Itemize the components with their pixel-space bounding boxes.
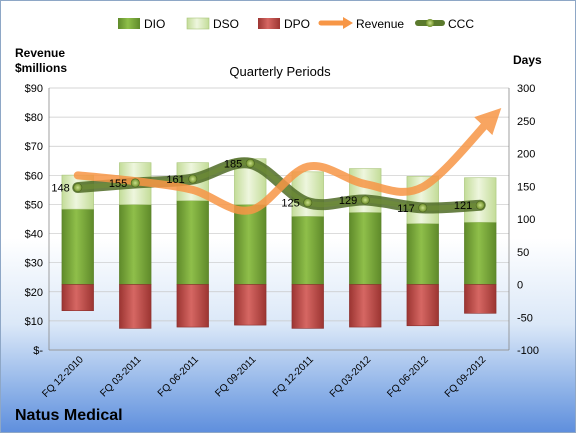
bar-dio	[406, 223, 439, 285]
legend-label-dpo: DPO	[284, 17, 310, 31]
bar-dio	[61, 208, 94, 285]
bar-dio	[291, 216, 324, 285]
bar-dpo	[406, 284, 439, 327]
bar-dpo	[176, 284, 209, 328]
right-axis-title: Days	[513, 53, 542, 67]
legend-swatch-dso	[186, 17, 210, 30]
bar-dpo	[291, 284, 324, 329]
right-tick-label: 200	[517, 149, 535, 161]
series-lines: 148 155 161 185 125 129 117 121	[51, 108, 502, 215]
ccc-marker	[303, 198, 313, 208]
x-tick-label: FQ 12-2011	[271, 354, 316, 399]
ccc-data-label: 185	[224, 158, 242, 170]
left-tick-label: $70	[25, 141, 43, 153]
legend-arrow-revenue	[343, 17, 353, 29]
left-axis-title-line-1: Revenue	[15, 46, 65, 60]
bar-dio	[464, 221, 497, 285]
ccc-data-label: 121	[454, 200, 472, 212]
right-tick-label: 250	[517, 116, 535, 128]
ccc-data-label: 125	[281, 198, 299, 210]
x-tick-label: FQ 09-2011	[213, 354, 258, 399]
right-tick-label: -50	[517, 312, 533, 324]
ccc-marker	[130, 178, 140, 188]
left-tick-label: $90	[25, 83, 43, 95]
right-tick-label: 0	[517, 280, 523, 292]
legend: DIO DSO DPO Revenue CCC	[118, 17, 474, 31]
legend-swatch-dio	[118, 18, 140, 29]
bar-dpo	[119, 284, 152, 329]
x-tick-label: FQ 06-2012	[385, 354, 431, 400]
right-tick-label: -100	[517, 345, 539, 357]
x-tick-label: FQ 03-2012	[328, 354, 374, 400]
bar-dpo	[464, 284, 497, 314]
ccc-marker	[418, 203, 428, 213]
bar-dio	[176, 200, 209, 285]
left-tick-label: $50	[25, 199, 43, 211]
left-axis-title-line-2: $millions	[15, 61, 67, 75]
legend-marker-ccc	[426, 19, 434, 27]
ccc-marker	[73, 183, 83, 193]
legend-label-dio: DIO	[144, 17, 165, 31]
ccc-data-label: 155	[109, 178, 127, 190]
legend-label-revenue: Revenue	[356, 17, 404, 31]
x-tick-label: FQ 12-2010	[40, 354, 86, 400]
ccc-marker	[475, 200, 485, 210]
ccc-data-label: 117	[397, 203, 415, 215]
left-tick-label: $10	[25, 316, 43, 328]
bar-dpo	[349, 284, 382, 328]
revenue-line	[73, 108, 502, 215]
bar-dpo	[234, 284, 267, 326]
right-tick-label: 300	[517, 83, 535, 95]
x-tick-label: FQ 03-2011	[98, 354, 143, 399]
ccc-marker	[188, 174, 198, 184]
legend-label-ccc: CCC	[448, 17, 474, 31]
bar-dio	[119, 204, 152, 285]
right-tick-label: 150	[517, 181, 535, 193]
left-tick-label: $60	[25, 170, 43, 182]
bar-dio	[234, 204, 267, 285]
x-tick-label: FQ 06-2011	[156, 354, 201, 399]
bar-dpo	[61, 284, 94, 312]
gridlines	[49, 87, 509, 351]
company-name: Natus Medical	[15, 407, 123, 424]
left-tick-label: $20	[25, 287, 43, 299]
ccc-data-label: 129	[339, 195, 357, 207]
legend-label-dso: DSO	[213, 17, 239, 31]
bar-dio	[349, 212, 382, 285]
x-tick-label: FQ 09-2012	[443, 354, 489, 400]
ccc-data-label: 148	[51, 183, 69, 195]
right-tick-label: 50	[517, 247, 529, 259]
chart-title: Quarterly Periods	[229, 64, 331, 79]
left-tick-label: $-	[33, 345, 43, 357]
ccc-marker	[245, 158, 255, 168]
legend-swatch-dpo	[258, 18, 280, 29]
ccc-marker	[360, 195, 370, 205]
ccc-data-label: 161	[166, 174, 184, 186]
left-tick-label: $80	[25, 112, 43, 124]
axes: $- $10 $20 $30 $40 $50 $60 $70 $80 $90 -100 -50 0 50 1…	[25, 83, 539, 400]
left-tick-label: $30	[25, 258, 43, 270]
right-tick-label: 100	[517, 214, 535, 226]
left-tick-label: $40	[25, 229, 43, 241]
bars	[61, 158, 497, 329]
